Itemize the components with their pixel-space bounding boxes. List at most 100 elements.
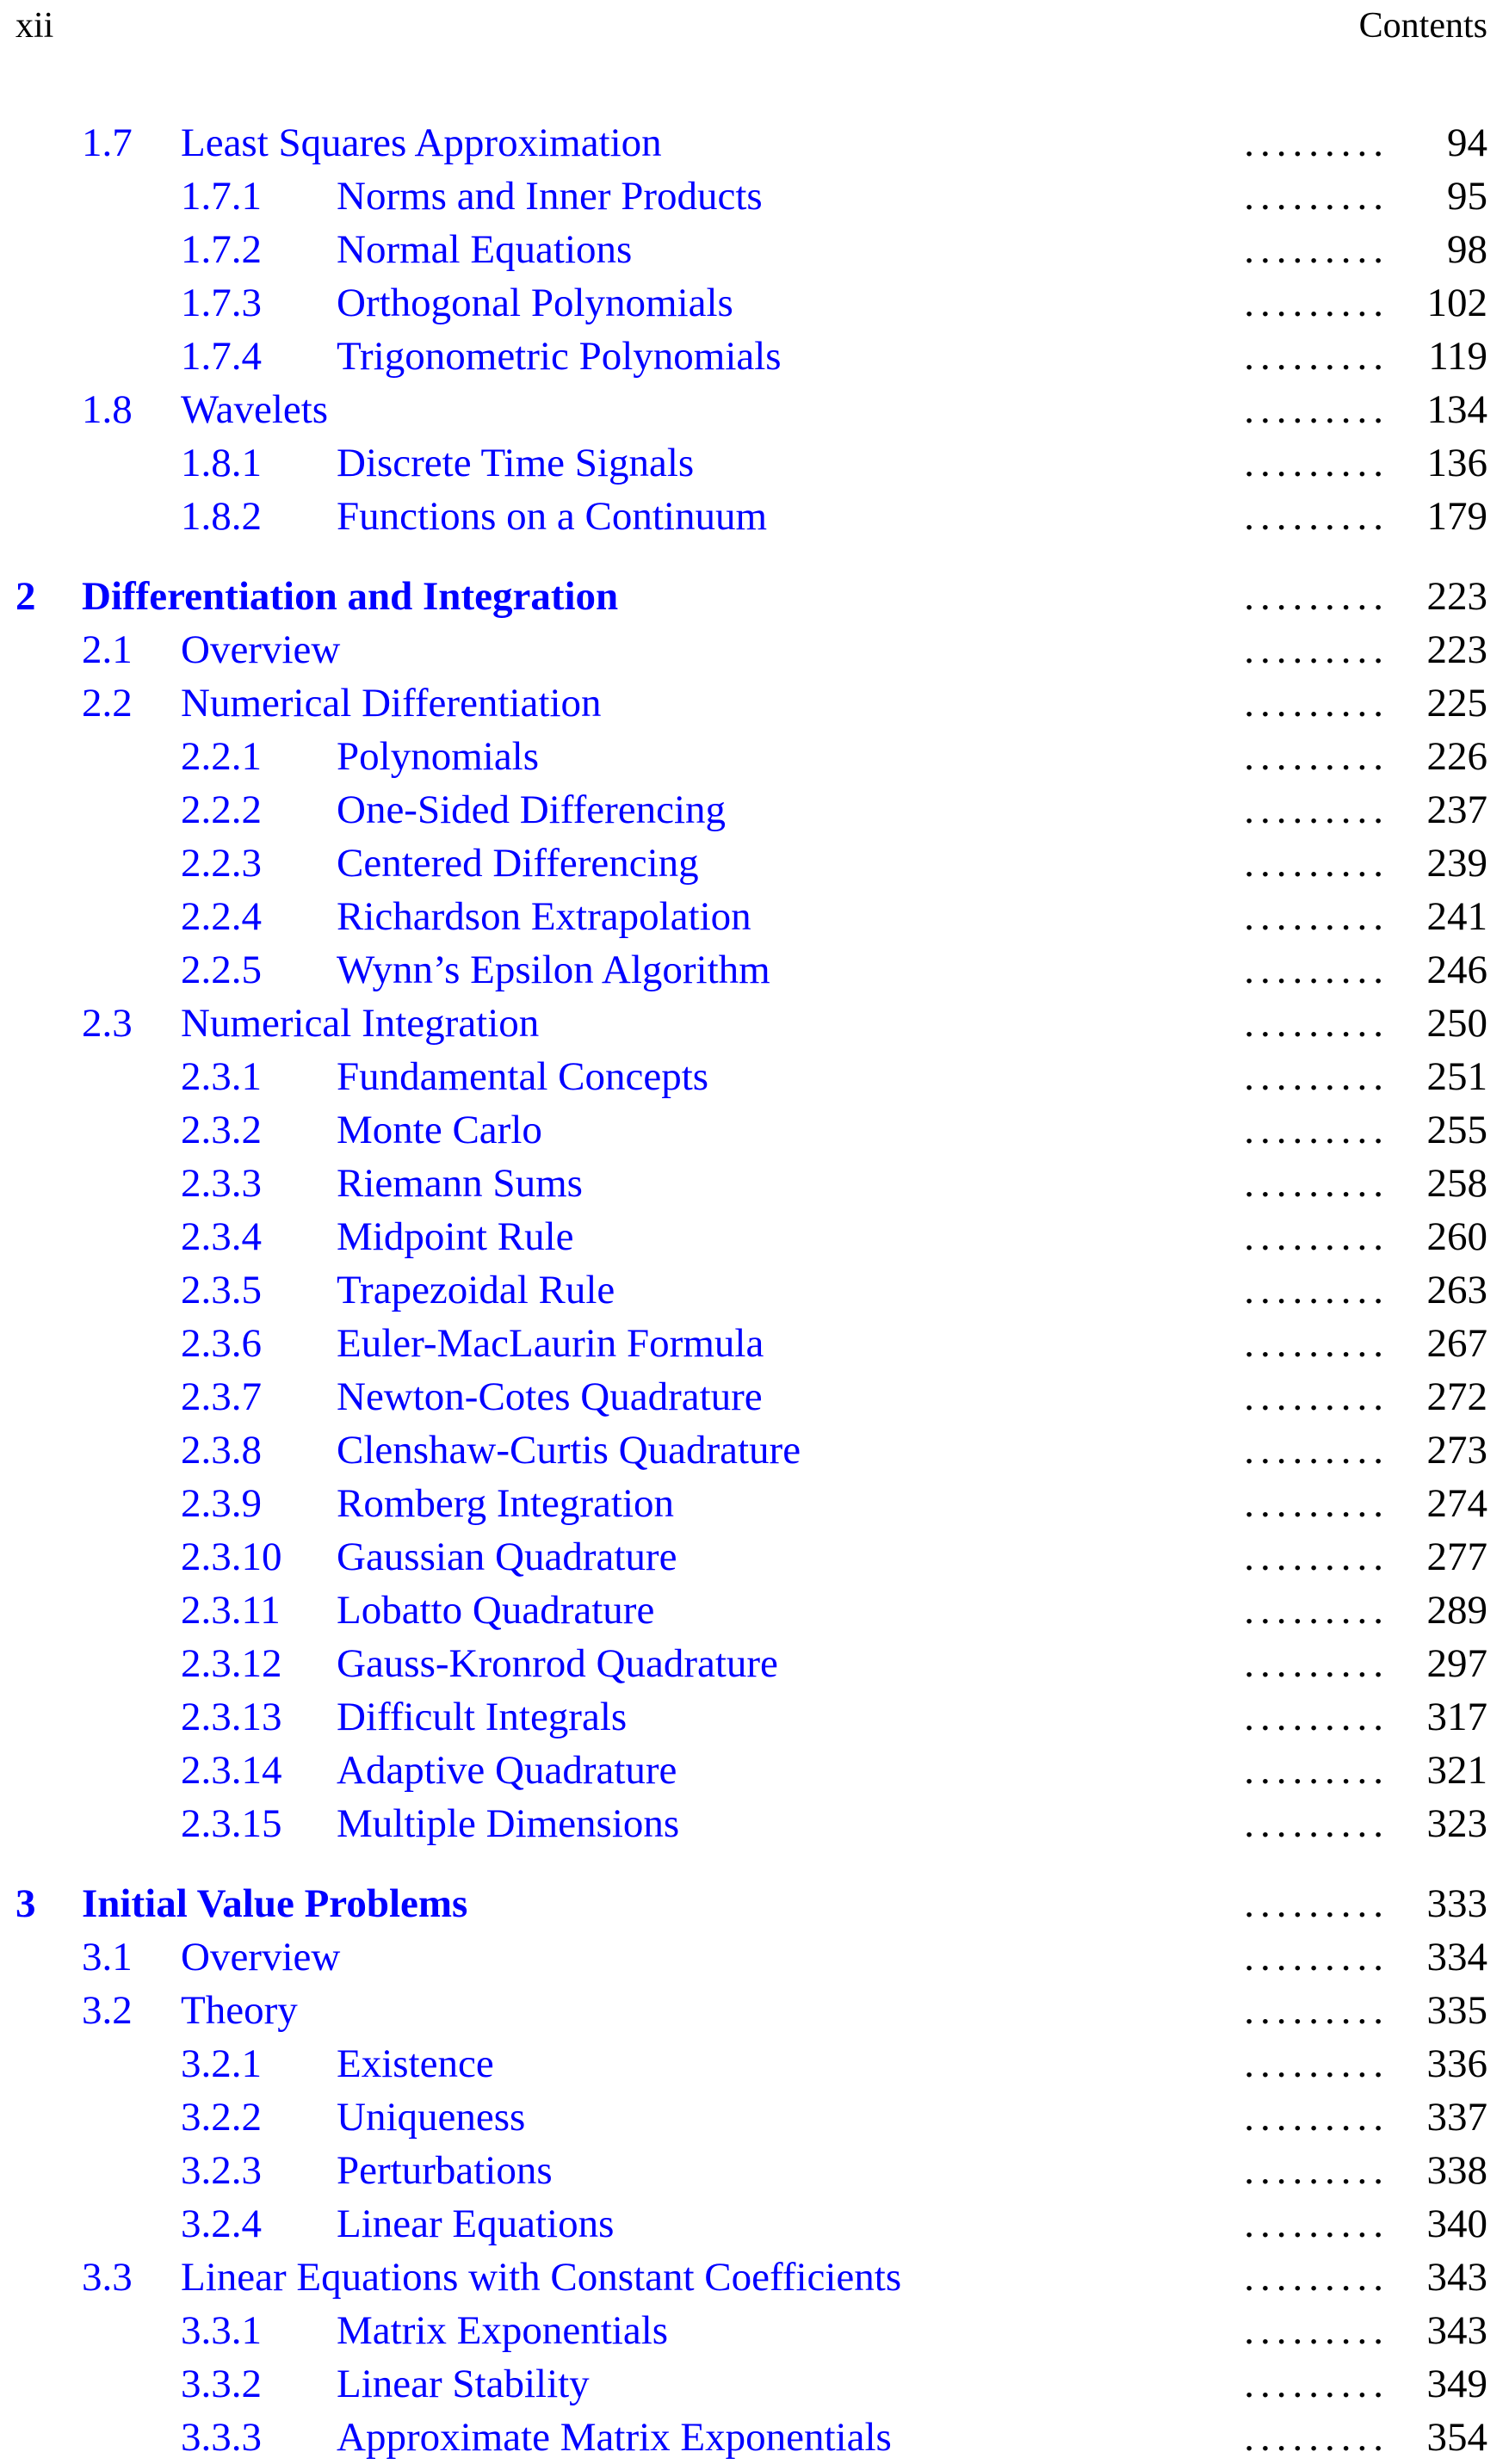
entry-page-number[interactable]: 338 — [1426, 2148, 1488, 2193]
entry-page-number[interactable]: 246 — [1426, 948, 1488, 992]
toc-subsection-entry[interactable]: 2.2.2 One-Sided Differencing......... 237 — [0, 783, 1509, 837]
toc-subsection-entry[interactable]: 2.2.1 Polynomials......... 226 — [0, 730, 1509, 783]
entry-page-number[interactable]: 263 — [1426, 1268, 1488, 1312]
entry-page-number[interactable]: 277 — [1426, 1535, 1488, 1579]
entry-number[interactable]: 2.2.1 — [181, 734, 262, 779]
entry-page-number[interactable]: 354 — [1426, 2415, 1488, 2460]
toc-section-entry[interactable]: 1.7 Least Squares Approximation......... 9… — [0, 116, 1509, 170]
entry-number[interactable]: 3.2 — [82, 1988, 133, 2033]
entry-number[interactable]: 3.2.3 — [181, 2148, 262, 2193]
entry-page-number[interactable]: 340 — [1426, 2202, 1488, 2246]
entry-title-link[interactable]: Gaussian Quadrature — [337, 1535, 677, 1579]
entry-number[interactable]: 2.2.2 — [181, 787, 262, 832]
entry-number[interactable]: 1.8.1 — [181, 441, 262, 485]
entry-title-link[interactable]: Euler-MacLaurin Formula — [337, 1321, 764, 1366]
entry-page-number[interactable]: 272 — [1426, 1374, 1488, 1419]
toc-subsection-entry[interactable]: 1.7.1 Norms and Inner Products......... 95 — [0, 170, 1509, 223]
toc-section-entry[interactable]: 3.1 Overview......... 334 — [0, 1930, 1509, 1984]
entry-number[interactable]: 3.3.3 — [181, 2415, 262, 2460]
entry-title-link[interactable]: Wavelets — [181, 387, 329, 432]
toc-subsection-entry[interactable]: 2.2.4 Richardson Extrapolation......... 24… — [0, 890, 1509, 943]
entry-number[interactable]: 2.3.7 — [181, 1374, 262, 1419]
entry-title-link[interactable]: Polynomials — [337, 734, 540, 779]
entry-page-number[interactable]: 321 — [1426, 1748, 1488, 1793]
entry-page-number[interactable]: 297 — [1426, 1641, 1488, 1686]
entry-title-link[interactable]: Centered Differencing — [337, 841, 699, 886]
entry-title-link[interactable]: Overview — [181, 627, 341, 672]
toc-chapter-entry[interactable]: 2 Differentiation and Integration........… — [0, 570, 1509, 623]
entry-title-link[interactable]: Numerical Integration — [181, 1001, 540, 1046]
entry-title-link[interactable]: Multiple Dimensions — [337, 1801, 680, 1846]
entry-page-number[interactable]: 349 — [1426, 2362, 1488, 2406]
entry-page-number[interactable]: 239 — [1426, 841, 1488, 886]
entry-number[interactable]: 2.3.3 — [181, 1161, 262, 1206]
entry-page-number[interactable]: 102 — [1426, 281, 1488, 325]
entry-number[interactable]: 2.3.1 — [181, 1054, 262, 1099]
entry-title-link[interactable]: Gauss-Kronrod Quadrature — [337, 1641, 778, 1686]
entry-number[interactable]: 2.3.11 — [181, 1588, 281, 1633]
toc-subsection-entry[interactable]: 3.2.4 Linear Equations......... 340 — [0, 2197, 1509, 2251]
entry-number[interactable]: 1.7.3 — [181, 281, 262, 325]
entry-title-link[interactable]: Wynn’s Epsilon Algorithm — [337, 948, 770, 992]
entry-title-link[interactable]: Trigonometric Polynomials — [337, 334, 782, 379]
entry-page-number[interactable]: 226 — [1426, 734, 1488, 779]
entry-title-link[interactable]: Trapezoidal Rule — [337, 1268, 615, 1312]
toc-subsection-entry[interactable]: 2.3.5 Trapezoidal Rule......... 263 — [0, 1263, 1509, 1317]
entry-page-number[interactable]: 94 — [1447, 120, 1487, 165]
toc-subsection-entry[interactable]: 2.3.1 Fundamental Concepts......... 251 — [0, 1050, 1509, 1103]
entry-title-link[interactable]: Monte Carlo — [337, 1108, 542, 1152]
toc-subsection-entry[interactable]: 2.3.9 Romberg Integration......... 274 — [0, 1477, 1509, 1530]
entry-page-number[interactable]: 223 — [1426, 574, 1488, 619]
entry-page-number[interactable]: 251 — [1426, 1054, 1488, 1099]
entry-title-link[interactable]: Uniqueness — [337, 2095, 526, 2140]
entry-title-link[interactable]: Approximate Matrix Exponentials — [337, 2415, 892, 2460]
toc-subsection-entry[interactable]: 3.2.3 Perturbations......... 338 — [0, 2144, 1509, 2197]
toc-subsection-entry[interactable]: 2.3.13 Difficult Integrals......... 317 — [0, 1690, 1509, 1744]
entry-page-number[interactable]: 267 — [1426, 1321, 1488, 1366]
entry-page-number[interactable]: 237 — [1426, 787, 1488, 832]
entry-number[interactable]: 2.2.4 — [181, 894, 262, 939]
entry-page-number[interactable]: 336 — [1426, 2041, 1488, 2086]
toc-section-entry[interactable]: 2.3 Numerical Integration......... 250 — [0, 997, 1509, 1050]
toc-subsection-entry[interactable]: 1.8.1 Discrete Time Signals......... 136 — [0, 436, 1509, 490]
entry-number[interactable]: 3.2.2 — [181, 2095, 262, 2140]
entry-title-link[interactable]: Midpoint Rule — [337, 1214, 574, 1259]
toc-subsection-entry[interactable]: 2.3.12 Gauss-Kronrod Quadrature......... 2… — [0, 1637, 1509, 1690]
toc-subsection-entry[interactable]: 2.2.3 Centered Differencing......... 239 — [0, 837, 1509, 890]
entry-page-number[interactable]: 289 — [1426, 1588, 1488, 1633]
entry-page-number[interactable]: 250 — [1426, 1001, 1488, 1046]
entry-title-link[interactable]: Riemann Sums — [337, 1161, 583, 1206]
toc-subsection-entry[interactable]: 2.2.5 Wynn’s Epsilon Algorithm......... 24… — [0, 943, 1509, 997]
entry-page-number[interactable]: 274 — [1426, 1481, 1488, 1526]
toc-subsection-entry[interactable]: 3.2.1 Existence......... 336 — [0, 2037, 1509, 2090]
toc-chapter-entry[interactable]: 3 Initial Value Problems......... 333 — [0, 1877, 1509, 1930]
entry-number[interactable]: 2.3.10 — [181, 1535, 282, 1579]
entry-number[interactable]: 3.3.2 — [181, 2362, 262, 2406]
entry-title-link[interactable]: Orthogonal Polynomials — [337, 281, 733, 325]
entry-title-link[interactable]: Linear Equations with Constant Coefficie… — [181, 2255, 902, 2300]
entry-number[interactable]: 2.3.5 — [181, 1268, 262, 1312]
toc-section-entry[interactable]: 2.1 Overview......... 223 — [0, 623, 1509, 676]
entry-title-link[interactable]: Discrete Time Signals — [337, 441, 695, 485]
entry-number[interactable]: 2.3 — [82, 1001, 133, 1046]
entry-title-link[interactable]: Linear Equations — [337, 2202, 615, 2246]
entry-title-link[interactable]: Romberg Integration — [337, 1481, 675, 1526]
toc-section-entry[interactable]: 2.2 Numerical Differentiation......... 225 — [0, 676, 1509, 730]
toc-subsection-entry[interactable]: 2.3.8 Clenshaw-Curtis Quadrature.........… — [0, 1423, 1509, 1477]
entry-page-number[interactable]: 134 — [1426, 387, 1488, 432]
entry-page-number[interactable]: 119 — [1428, 334, 1487, 379]
entry-number[interactable]: 1.7.2 — [181, 227, 262, 272]
entry-title-link[interactable]: Difficult Integrals — [337, 1695, 628, 1739]
toc-subsection-entry[interactable]: 1.8.2 Functions on a Continuum......... 17… — [0, 490, 1509, 543]
entry-title-link[interactable]: Richardson Extrapolation — [337, 894, 751, 939]
entry-number[interactable]: 2.3.9 — [181, 1481, 262, 1526]
entry-page-number[interactable]: 260 — [1426, 1214, 1488, 1259]
toc-section-entry[interactable]: 3.2 Theory......... 335 — [0, 1984, 1509, 2037]
entry-page-number[interactable]: 343 — [1426, 2308, 1488, 2353]
entry-number[interactable]: 2.3.12 — [181, 1641, 282, 1686]
entry-page-number[interactable]: 335 — [1426, 1988, 1488, 2033]
toc-subsection-entry[interactable]: 2.3.3 Riemann Sums......... 258 — [0, 1157, 1509, 1210]
entry-number[interactable]: 3.3 — [82, 2255, 133, 2300]
entry-title-link[interactable]: Numerical Differentiation — [181, 681, 602, 726]
entry-title-link[interactable]: Theory — [181, 1988, 298, 2033]
